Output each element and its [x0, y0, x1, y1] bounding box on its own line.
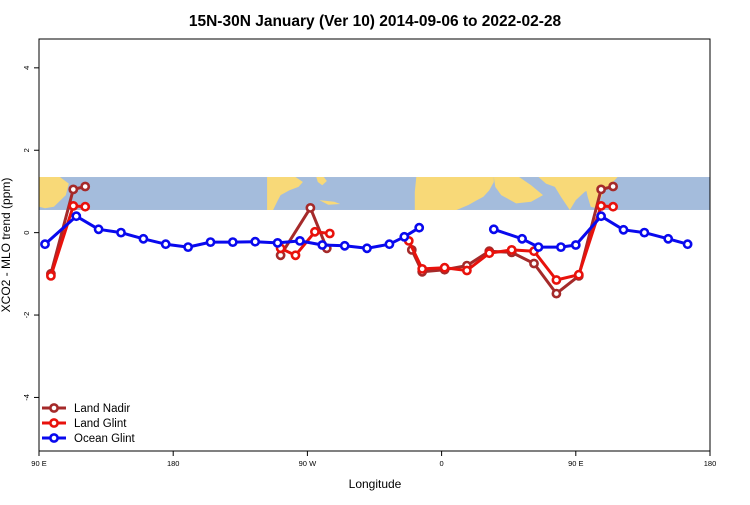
x-tick-label: 90 E [31, 459, 46, 468]
data-point [533, 242, 544, 252]
legend-item: Land Glint [42, 418, 127, 430]
land-florida [316, 177, 327, 186]
legend-marker [49, 418, 59, 428]
legend-item: Land Nadir [42, 403, 130, 415]
series-line [407, 204, 614, 282]
x-tick-label: 90 W [299, 459, 317, 468]
data-point [596, 200, 606, 211]
data-point [570, 240, 581, 250]
data-point [596, 211, 606, 222]
y-axis-ticks: -4 -2 0 2 4 [22, 66, 39, 401]
land-mexico [267, 177, 303, 210]
x-axis-label: Longitude [349, 477, 402, 491]
y-tick-label: 4 [22, 66, 31, 70]
data-point [324, 228, 335, 239]
data-point [46, 270, 56, 281]
data-point [484, 248, 495, 259]
legend-label: Land Nadir [74, 403, 130, 415]
data-point [183, 242, 193, 252]
data-point [160, 239, 171, 250]
data-point [250, 236, 261, 247]
x-tick-label: 180 [704, 459, 717, 468]
data-point [205, 237, 216, 247]
data-point [93, 224, 104, 235]
x-tick-label: 0 [440, 459, 444, 468]
data-point [272, 237, 283, 248]
legend-item: Ocean Glint [42, 433, 136, 445]
x-tick-label: 90 E [568, 459, 583, 468]
data-point [80, 201, 91, 212]
data-point [305, 202, 316, 213]
data-point [573, 269, 584, 280]
data-point [290, 250, 301, 261]
data-point [506, 244, 517, 255]
data-point [461, 265, 472, 276]
legend: Land Nadir Land Glint Ocean Glint [42, 403, 136, 445]
data-point [339, 240, 350, 251]
data-point [362, 243, 372, 254]
plot-frame [38, 38, 711, 452]
series-layer [40, 181, 693, 299]
data-point [317, 240, 328, 250]
data-point [71, 211, 82, 222]
y-tick-label: 2 [22, 148, 31, 152]
land-asia-west [39, 177, 69, 209]
data-point [227, 237, 238, 247]
land-arabia [493, 177, 543, 204]
y-tick-label: -4 [22, 394, 31, 401]
series-land-glint [46, 200, 618, 285]
y-tick-label: -2 [22, 312, 31, 319]
data-point [417, 263, 428, 274]
data-point [80, 181, 91, 192]
data-point [488, 224, 499, 235]
data-point [551, 288, 562, 299]
data-point [138, 233, 149, 244]
data-point [608, 201, 618, 212]
y-axis-label: XCO2 - MLO trend (ppm) [0, 178, 13, 313]
data-point [68, 200, 79, 211]
data-point [551, 275, 562, 285]
land-cuba [319, 200, 341, 205]
data-point [68, 184, 79, 195]
land-africa [414, 177, 494, 210]
data-point [294, 235, 305, 246]
data-point [309, 226, 320, 237]
legend-label: Land Glint [74, 418, 127, 430]
data-point [414, 222, 425, 233]
y-tick-label: 0 [22, 231, 31, 235]
data-point [399, 231, 410, 242]
series-ocean-glint [40, 211, 693, 254]
data-point [596, 184, 606, 195]
legend-marker [49, 433, 59, 443]
data-point [116, 227, 126, 238]
data-point [529, 258, 539, 269]
data-point [439, 262, 450, 273]
data-point [663, 233, 674, 244]
series-line [493, 214, 689, 249]
data-point [384, 239, 395, 250]
data-point [556, 242, 566, 252]
data-point [40, 239, 50, 250]
data-point [608, 181, 618, 192]
data-point [618, 224, 629, 235]
x-axis-ticks: 90 E 180 90 W 0 90 E 180 [31, 451, 716, 468]
data-point [639, 227, 650, 238]
legend-marker [49, 403, 59, 413]
chart-title: 15N-30N January (Ver 10) 2014-09-06 to 2… [189, 13, 562, 30]
data-point [517, 233, 527, 244]
legend-label: Ocean Glint [74, 433, 136, 445]
x-tick-label: 180 [167, 459, 180, 468]
series-line [279, 230, 330, 257]
data-point [682, 239, 693, 250]
